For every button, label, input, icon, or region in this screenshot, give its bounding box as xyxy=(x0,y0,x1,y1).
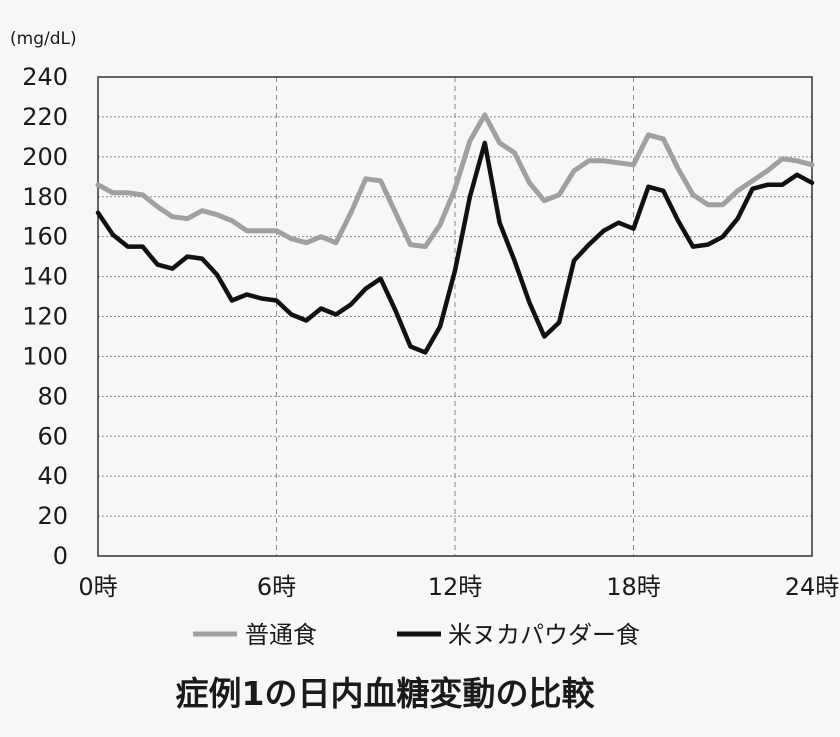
y-axis-ticks: 0 20 40 60 80 100 120 140 160 180 200 220 240 xyxy=(22,63,68,570)
y-tick-label: 160 xyxy=(22,223,68,251)
y-tick-label: 100 xyxy=(22,342,68,370)
y-tick-label: 120 xyxy=(22,303,68,331)
series-line-2 xyxy=(95,140,815,355)
y-tick-label: 80 xyxy=(37,382,68,410)
legend-label-1: 普通食 xyxy=(245,621,317,649)
x-axis-ticks: 0時 6時 12時 18時 24時 xyxy=(78,573,839,601)
y-tick-label: 200 xyxy=(22,143,68,171)
y-tick-label: 240 xyxy=(22,63,68,91)
y-tick-label: 60 xyxy=(37,422,68,450)
grid xyxy=(98,77,812,556)
x-tick-label: 24時 xyxy=(785,573,840,601)
legend: 普通食 米ヌカパウダー食 xyxy=(193,621,640,649)
x-tick-label: 12時 xyxy=(428,573,483,601)
x-tick-label: 6時 xyxy=(257,573,296,601)
series-line-1 xyxy=(95,112,815,250)
y-tick-label: 40 xyxy=(37,462,68,490)
plot-frame xyxy=(97,76,813,557)
y-axis-unit-label: (mg/dL) xyxy=(10,29,77,49)
y-tick-label: 180 xyxy=(22,183,68,211)
y-tick-label: 0 xyxy=(53,542,68,570)
y-tick-label: 140 xyxy=(22,263,68,291)
y-tick-label: 20 xyxy=(37,502,68,530)
series-lines xyxy=(95,112,815,355)
legend-label-2: 米ヌカパウダー食 xyxy=(448,621,640,649)
x-tick-label: 0時 xyxy=(78,573,117,601)
y-tick-label: 220 xyxy=(22,103,68,131)
x-tick-label: 18時 xyxy=(606,573,661,601)
chart-title: 症例1の日内血糖変動の比較 xyxy=(176,674,596,713)
